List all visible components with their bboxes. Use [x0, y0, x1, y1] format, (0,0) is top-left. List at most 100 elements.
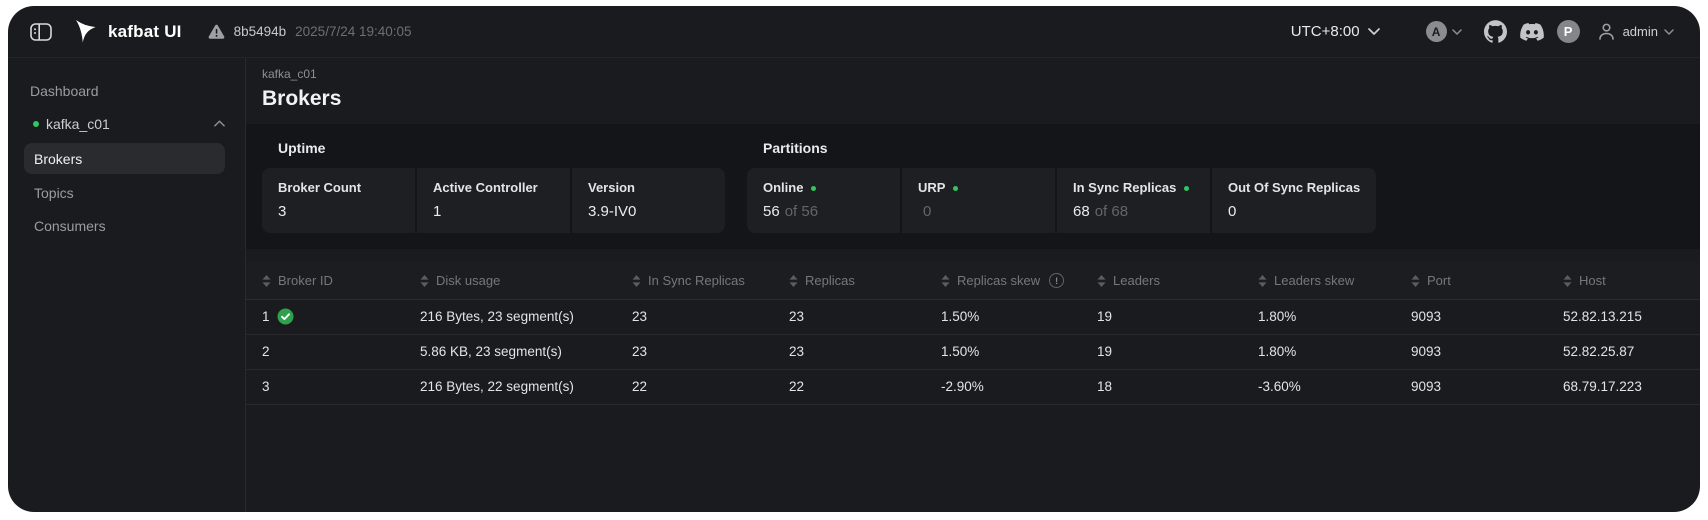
- cell-in-sync-replicas: 23: [616, 299, 773, 335]
- metric-value: 3.9-IV0: [588, 203, 637, 220]
- commit-hash: 8b5494b: [233, 24, 287, 39]
- chevron-down-icon: [1451, 28, 1462, 35]
- cell-leaders-skew: 1.80%: [1242, 299, 1395, 335]
- sort-icon: [632, 274, 641, 287]
- metric-suffix: of 56: [784, 203, 819, 220]
- column-label: Leaders: [1113, 273, 1160, 289]
- timezone-value: UTC+8:00: [1290, 23, 1360, 40]
- sidebar-item-label: Consumers: [34, 217, 106, 234]
- column-header-in-sync-replicas[interactable]: In Sync Replicas: [616, 263, 773, 300]
- producthunt-icon[interactable]: P: [1556, 20, 1580, 43]
- column-label: Broker ID: [278, 273, 333, 289]
- build-timestamp: 2025/7/24 19:40:05: [295, 24, 412, 39]
- column-header-leaders[interactable]: Leaders: [1081, 263, 1242, 300]
- brokers-table: Broker ID Disk usage In Sync Replicas Re…: [246, 263, 1700, 405]
- warning-icon: [208, 24, 225, 39]
- metric-card-urp: URP 0: [902, 168, 1055, 233]
- sidebar-item-dashboard[interactable]: Dashboard: [8, 74, 245, 107]
- sidebar-item-label: Brokers: [34, 150, 83, 167]
- column-header-replicas[interactable]: Replicas: [773, 263, 925, 300]
- kafbat-logo-icon: [74, 19, 98, 45]
- metric-value: 68: [1073, 203, 1090, 220]
- sidebar-toggle-button[interactable]: [30, 22, 52, 41]
- cell-in-sync-replicas: 22: [616, 369, 773, 405]
- cell-in-sync-replicas: 23: [616, 334, 773, 370]
- metrics-section: Uptime Broker Count 3 Active Controller …: [246, 124, 1700, 249]
- sort-icon: [1258, 274, 1267, 287]
- cell-port: 9093: [1395, 334, 1547, 370]
- sidebar: Dashboard kafka_c01 Brokers Topics Consu…: [8, 58, 246, 512]
- metric-value: 1: [433, 203, 442, 220]
- cell-disk-usage: 216 Bytes, 23 segment(s): [404, 299, 616, 335]
- language-badge: A: [1425, 21, 1447, 42]
- metric-card-out-of-sync-replicas: Out Of Sync Replicas 0: [1212, 168, 1377, 233]
- timezone-selector[interactable]: UTC+8:00: [1291, 23, 1380, 40]
- main-content: kafka_c01 Brokers Uptime Broker Count 3 …: [246, 58, 1700, 512]
- metric-suffix: of 68: [1094, 203, 1129, 220]
- discord-icon[interactable]: [1519, 22, 1544, 41]
- body: Dashboard kafka_c01 Brokers Topics Consu…: [8, 58, 1700, 512]
- top-bar: kafbat UI 8b5494b 2025/7/24 19:40:05 UTC…: [8, 6, 1700, 58]
- metric-suffix: 0: [923, 203, 932, 220]
- metric-label: URP: [918, 180, 946, 195]
- panel-toggle-icon: [30, 22, 52, 41]
- cell-host: 52.82.25.87: [1547, 334, 1700, 370]
- github-icon[interactable]: [1483, 20, 1507, 43]
- chevron-down-icon: [1664, 28, 1674, 35]
- chevron-down-icon: [1367, 28, 1380, 35]
- sidebar-item-label: Dashboard: [30, 82, 99, 99]
- cell-broker-id: 1: [262, 309, 270, 324]
- cell-broker-id: 3: [262, 379, 270, 394]
- table-row-broker-3[interactable]: 3 216 Bytes, 22 segment(s) 22 22 -2.90% …: [246, 369, 1700, 405]
- page-title: Brokers: [262, 87, 342, 110]
- cell-disk-usage: 5.86 KB, 23 segment(s): [404, 334, 616, 370]
- table-row-broker-2[interactable]: 2 5.86 KB, 23 segment(s) 23 23 1.50% 19 …: [246, 334, 1700, 370]
- page-header: kafka_c01 Brokers: [246, 58, 1700, 124]
- language-selector[interactable]: A: [1425, 21, 1462, 42]
- column-header-disk-usage[interactable]: Disk usage: [404, 263, 616, 300]
- column-header-broker-id[interactable]: Broker ID: [246, 263, 404, 300]
- sort-icon: [1411, 274, 1420, 287]
- column-label: Leaders skew: [1274, 273, 1355, 289]
- metric-value: 0: [1228, 203, 1237, 220]
- column-header-port[interactable]: Port: [1395, 263, 1547, 300]
- top-bar-right: UTC+8:00 A: [1291, 20, 1674, 43]
- cell-leaders: 19: [1081, 334, 1242, 370]
- version-info: 8b5494b 2025/7/24 19:40:05: [208, 24, 412, 39]
- metric-label: Out Of Sync Replicas: [1228, 180, 1361, 195]
- metric-card-online: Online 56 of 56: [747, 168, 900, 233]
- sidebar-cluster-kafka-c01[interactable]: kafka_c01: [8, 107, 245, 140]
- metric-value: 3: [278, 203, 287, 220]
- metric-label: In Sync Replicas: [1073, 180, 1177, 195]
- status-dot-green: [811, 185, 817, 191]
- cell-port: 9093: [1395, 369, 1547, 405]
- sort-icon: [420, 274, 429, 287]
- cell-leaders-skew: 1.80%: [1242, 334, 1395, 370]
- column-label: Port: [1427, 273, 1451, 289]
- status-dot-green: [953, 185, 959, 191]
- table-row-broker-1[interactable]: 1 216 Bytes, 23 segment(s) 23 23 1.50% 1…: [246, 299, 1700, 335]
- info-icon[interactable]: !: [1049, 273, 1065, 289]
- metric-label: Broker Count: [278, 180, 362, 195]
- sidebar-item-consumers[interactable]: Consumers: [8, 210, 245, 241]
- uptime-group: Uptime Broker Count 3 Active Controller …: [262, 140, 725, 233]
- app-title: kafbat UI: [108, 21, 182, 41]
- sidebar-item-brokers[interactable]: Brokers: [24, 143, 225, 174]
- column-label: Disk usage: [436, 273, 501, 289]
- brand[interactable]: kafbat UI: [74, 19, 182, 45]
- column-header-leaders-skew[interactable]: Leaders skew: [1242, 263, 1395, 300]
- sort-icon: [1563, 274, 1572, 287]
- cell-replicas-skew: 1.50%: [925, 299, 1081, 335]
- cell-replicas: 23: [773, 299, 925, 335]
- metric-label: Active Controller: [433, 180, 538, 195]
- sidebar-item-topics[interactable]: Topics: [8, 177, 245, 208]
- user-menu[interactable]: admin: [1596, 21, 1674, 42]
- user-name: admin: [1622, 24, 1658, 39]
- chevron-up-icon: [214, 120, 225, 127]
- cell-replicas-skew: 1.50%: [925, 334, 1081, 370]
- column-label: Replicas skew: [957, 273, 1041, 289]
- partitions-group: Partitions Online 56 of 56 URP: [747, 140, 1377, 233]
- column-header-host[interactable]: Host: [1547, 263, 1700, 300]
- column-header-replicas-skew[interactable]: Replicas skew!: [925, 263, 1081, 300]
- cell-leaders: 18: [1081, 369, 1242, 405]
